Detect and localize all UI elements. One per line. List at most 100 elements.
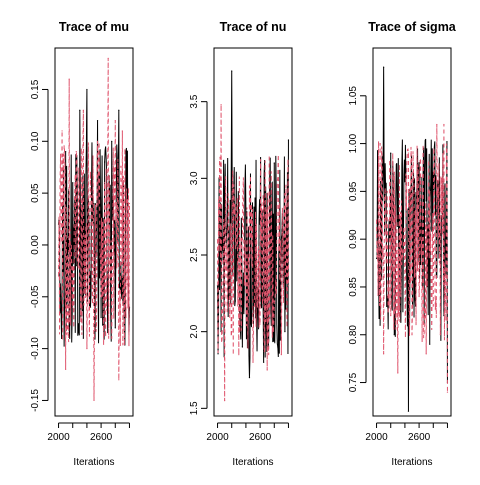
trace-point — [224, 400, 226, 402]
trace-point — [93, 202, 95, 205]
trace-point — [238, 354, 240, 356]
trace-point — [425, 353, 427, 355]
y-tick-label: 2.0 — [189, 324, 200, 338]
trace-point — [255, 223, 258, 225]
trace-point — [259, 323, 261, 325]
trace-point — [75, 151, 77, 153]
trace-point — [393, 334, 395, 336]
trace-point — [397, 372, 399, 374]
trace-panel-1: Trace of mu -0.15 -0.10 -0.05 0.00 0.05 0.10 0.… — [30, 20, 134, 468]
trace-point — [96, 140, 99, 142]
trace-point — [273, 162, 275, 164]
x-tick-label: 2600 — [90, 432, 113, 443]
trace-point — [383, 353, 385, 355]
x-tick-label: 2600 — [408, 432, 431, 443]
trace-point — [375, 219, 378, 221]
trace-point — [414, 209, 417, 212]
trace-point — [72, 182, 74, 184]
x-axis-title: Iterations — [73, 457, 114, 468]
trace-point — [436, 123, 438, 126]
trace-point — [93, 399, 95, 402]
trace-point — [89, 306, 92, 308]
trace-point — [216, 239, 219, 241]
trace-point — [82, 337, 84, 339]
trace-point — [383, 66, 385, 68]
y-tick-label: 1.00 — [348, 133, 359, 153]
y-tick-label: 0.15 — [30, 79, 41, 99]
y-tick-label: -0.05 — [30, 285, 41, 308]
trace-point — [287, 285, 290, 287]
trace-point — [231, 70, 233, 72]
trace-point — [263, 200, 265, 202]
trace-point — [79, 109, 81, 111]
trace-point — [121, 130, 123, 132]
trace-point — [252, 361, 254, 363]
trace-point — [404, 276, 406, 278]
trace-point — [86, 88, 88, 91]
trace-point — [231, 331, 233, 333]
trace-point — [227, 193, 229, 195]
trace-point — [241, 346, 243, 348]
trace-point — [280, 354, 282, 356]
trace-point — [107, 57, 109, 59]
trace-point — [125, 151, 127, 153]
trace-point — [277, 346, 279, 348]
trace-point — [404, 181, 406, 183]
trace-point — [234, 300, 236, 302]
trace-point — [443, 123, 445, 126]
y-tick-label: 2.5 — [189, 248, 200, 262]
trace-point — [72, 306, 74, 308]
trace-point — [82, 109, 84, 111]
trace-point — [114, 119, 116, 122]
trace-point — [273, 300, 275, 302]
trace-point — [248, 185, 251, 187]
y-tick-label: -0.10 — [30, 337, 41, 360]
y-tick-label: -0.15 — [30, 389, 41, 412]
trace-point — [411, 219, 413, 221]
trace-point — [407, 152, 410, 154]
y-tick-label: 0.90 — [348, 229, 359, 249]
x-tick-label: 2000 — [365, 432, 388, 443]
trace-point — [397, 209, 399, 212]
y-tick-label: 3.5 — [189, 94, 200, 108]
trace-point — [270, 239, 272, 241]
trace-point — [418, 162, 420, 164]
trace-point — [100, 316, 102, 319]
y-tick-label: 1.05 — [348, 86, 359, 106]
trace-point — [227, 315, 229, 317]
panel-title: Trace of nu — [220, 20, 287, 34]
y-tick-label: 3.0 — [189, 171, 200, 185]
y-tick-label: 1.5 — [189, 401, 200, 415]
trace-point — [429, 190, 431, 192]
trace-point — [386, 190, 388, 192]
trace-point — [111, 337, 113, 339]
trace-point — [57, 275, 60, 277]
x-tick-label: 2600 — [249, 432, 272, 443]
trace-point — [379, 324, 381, 326]
trace-point — [248, 377, 251, 379]
trace-point — [245, 300, 247, 302]
trace-point — [96, 119, 99, 122]
trace-point — [128, 202, 131, 205]
trace-point — [411, 334, 413, 336]
trace-point — [68, 78, 70, 80]
y-tick-label: 0.95 — [348, 181, 359, 201]
y-tick-label: 0.10 — [30, 131, 41, 151]
x-tick-label: 2000 — [47, 432, 70, 443]
trace-point — [104, 161, 106, 163]
trace-point — [270, 300, 272, 302]
trace-point — [118, 379, 120, 381]
plot-frame — [372, 47, 452, 417]
trace-point — [379, 142, 381, 145]
trace-point — [284, 331, 286, 333]
trace-point — [446, 391, 449, 393]
y-tick-label: 0.05 — [30, 183, 41, 203]
trace-point — [425, 200, 427, 202]
trace-point — [86, 348, 88, 350]
x-axis-title: Iterations — [391, 457, 432, 468]
trace-panel-2: Trace of nu 1.5 2.0 2.5 3.0 3.5 2000 2600 Iterat… — [189, 20, 293, 468]
trace-point — [79, 285, 81, 288]
trace-point — [125, 316, 127, 319]
trace-point — [220, 104, 222, 106]
trace-point — [100, 296, 102, 298]
